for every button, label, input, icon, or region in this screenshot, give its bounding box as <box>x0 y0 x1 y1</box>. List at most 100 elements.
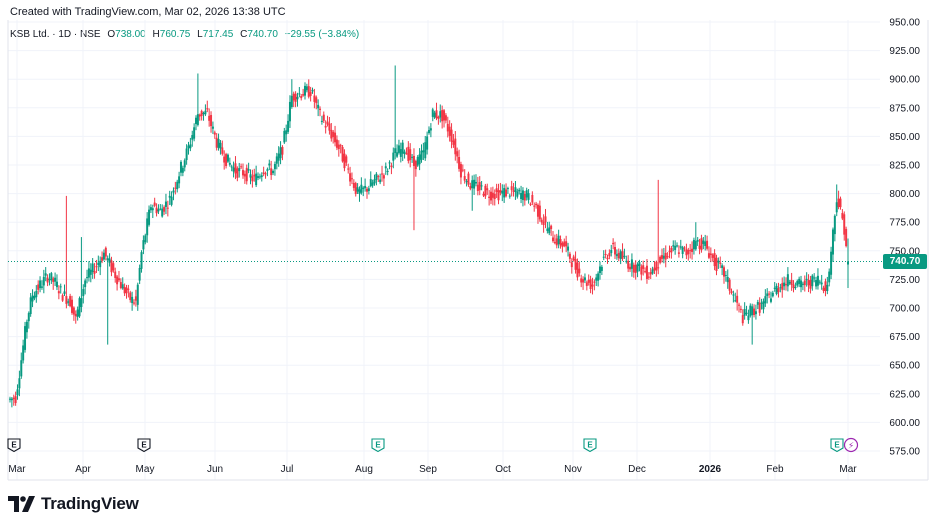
candle-body <box>309 92 312 96</box>
candle-body <box>614 247 617 255</box>
candle-body <box>469 186 472 189</box>
candle-body <box>55 281 58 288</box>
earnings-marker[interactable] <box>7 438 21 453</box>
candle-body <box>255 173 258 186</box>
candle-body <box>811 275 814 287</box>
earnings-marker[interactable] <box>830 438 844 453</box>
candle-body <box>666 256 669 258</box>
earnings-marker[interactable] <box>137 438 151 453</box>
candle-body <box>503 188 506 198</box>
candle-body <box>382 175 385 179</box>
time-tick-label: Jul <box>281 464 294 475</box>
candle-body <box>142 240 145 250</box>
candle-body <box>444 115 447 121</box>
candle-body <box>307 86 310 97</box>
candle-body <box>704 241 707 247</box>
candle-body <box>730 291 733 293</box>
candle-body <box>144 235 147 243</box>
candle-body <box>221 147 224 154</box>
candle-body <box>563 241 566 246</box>
tradingview-logo[interactable]: TradingView <box>8 494 139 514</box>
candle-body <box>179 161 182 173</box>
candle-body <box>576 262 579 278</box>
candle-body <box>505 189 508 197</box>
candle-body <box>582 279 585 283</box>
candle-body <box>35 290 38 298</box>
candle-body <box>102 252 105 260</box>
candle-body <box>251 176 254 182</box>
candle-body <box>480 185 483 187</box>
candle-body <box>629 266 632 270</box>
candle-body <box>709 253 712 256</box>
candle-body <box>550 225 553 230</box>
candle-body <box>148 209 151 225</box>
candle-body <box>223 156 226 163</box>
candle-body <box>433 112 436 118</box>
candle-body <box>61 295 64 301</box>
candle-body <box>89 269 92 275</box>
candle-body <box>653 267 656 271</box>
candle-body <box>555 238 558 246</box>
candle-body <box>116 276 119 285</box>
candle-body <box>724 275 727 277</box>
candle-body <box>178 176 181 184</box>
candle-body <box>668 250 671 252</box>
candle-body <box>12 397 15 400</box>
candle-body <box>800 280 803 288</box>
candle-body <box>264 173 267 175</box>
price-tick-label: 675.00 <box>889 332 920 343</box>
candle-body <box>561 242 564 247</box>
candle-body <box>777 288 780 293</box>
candle-body <box>210 115 213 127</box>
candle-body <box>659 256 662 263</box>
candle-body <box>95 266 98 268</box>
candle-body <box>204 110 207 115</box>
candle-body <box>741 315 744 324</box>
candle-body <box>369 179 372 187</box>
candle-body <box>458 156 461 169</box>
candle-body <box>418 154 421 165</box>
earnings-icon: E <box>375 441 381 450</box>
candle-body <box>326 121 329 125</box>
candle-body <box>52 278 55 282</box>
candle-body <box>670 247 673 253</box>
time-axis: Mar Apr May Jun Jul Aug Sep Oct Nov Dec 2026 Feb Mar <box>8 464 857 475</box>
candle-body <box>373 179 376 184</box>
candle-body <box>16 389 19 396</box>
candle-body <box>121 284 124 289</box>
candle-body <box>125 287 128 294</box>
earnings-marker[interactable] <box>583 438 597 453</box>
candle-body <box>168 195 171 198</box>
candle-body <box>300 95 303 99</box>
dividend-marker[interactable] <box>843 437 859 453</box>
legend-low: 717.45 <box>202 29 234 40</box>
candle-body <box>715 257 718 271</box>
candle-body <box>809 279 812 289</box>
candle-body <box>634 264 637 273</box>
candle-body <box>587 279 590 283</box>
candle-body <box>91 263 94 273</box>
price-tick-label: 650.00 <box>889 361 920 372</box>
candle-body <box>722 267 725 277</box>
candle-body <box>621 251 624 259</box>
price-tick-label: 925.00 <box>889 46 920 57</box>
candle-body <box>287 120 290 132</box>
candle-body <box>349 173 352 182</box>
candle-body <box>206 108 209 110</box>
candle-body <box>9 398 11 400</box>
candle-body <box>347 168 350 170</box>
candle-body <box>766 293 769 297</box>
candle-body <box>247 169 250 171</box>
candle-body <box>10 398 13 401</box>
candle-body <box>826 284 829 292</box>
earnings-marker[interactable] <box>371 438 385 453</box>
candle-body <box>771 292 774 297</box>
candle-body <box>565 241 568 247</box>
candle-body <box>405 153 408 155</box>
tradingview-logo-icon <box>8 496 35 512</box>
candle-body <box>319 108 322 110</box>
candle-body <box>788 281 791 284</box>
time-tick-label: 2026 <box>699 464 722 475</box>
candle-body <box>272 170 275 174</box>
